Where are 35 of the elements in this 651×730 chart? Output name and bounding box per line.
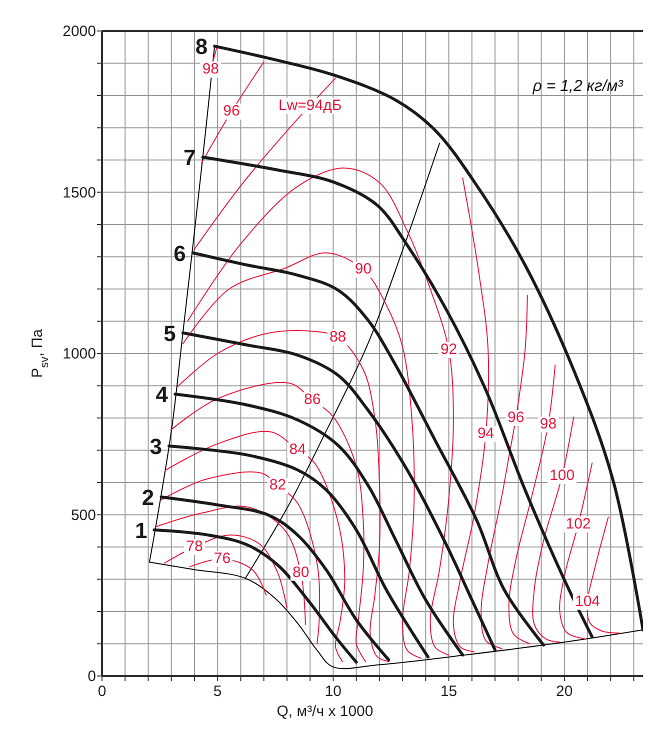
series-label: 6 xyxy=(174,240,186,266)
annotation: 98 xyxy=(202,60,220,78)
x-tick-label: 15 xyxy=(440,683,458,700)
y-tick-label: 2000 xyxy=(62,23,96,40)
series-label: 3 xyxy=(150,434,162,460)
y-tick-label: 1500 xyxy=(62,184,96,202)
annotation: 82 xyxy=(269,476,286,494)
annotation: 84 xyxy=(289,441,306,458)
annotation: 92 xyxy=(440,340,458,358)
annotation: 86 xyxy=(304,391,321,408)
x-tick-label: 20 xyxy=(556,683,573,700)
x-axis-title: Q, м³/ч x 1000 xyxy=(276,703,374,720)
annotation: 76 xyxy=(214,550,231,567)
y-tick-label: 1000 xyxy=(62,346,96,362)
annotation: 78 xyxy=(186,538,203,555)
y-tick-label: 500 xyxy=(70,506,96,524)
annotation: 98 xyxy=(540,415,557,432)
annotation: 80 xyxy=(292,564,310,581)
annotation: ρ = 1,2 кг/м³ xyxy=(532,78,624,95)
annotation: 94 xyxy=(477,425,494,442)
annotation: 90 xyxy=(354,260,372,278)
series-label: 2 xyxy=(142,485,154,510)
x-tick-label: 0 xyxy=(98,683,106,700)
x-tick-label: 10 xyxy=(324,683,342,700)
series-label: 8 xyxy=(195,34,208,60)
series-label: 5 xyxy=(164,320,176,346)
annotation: 96 xyxy=(508,408,524,426)
x-tick-label: 5 xyxy=(213,683,222,700)
annotation: Lw=94дБ xyxy=(278,96,342,114)
annotation: 96 xyxy=(223,102,240,120)
series-label: 1 xyxy=(135,518,148,543)
y-tick-label: 0 xyxy=(88,668,96,685)
series-label: 4 xyxy=(156,382,169,408)
annotation: 88 xyxy=(329,328,346,346)
series-label: 7 xyxy=(184,145,196,170)
